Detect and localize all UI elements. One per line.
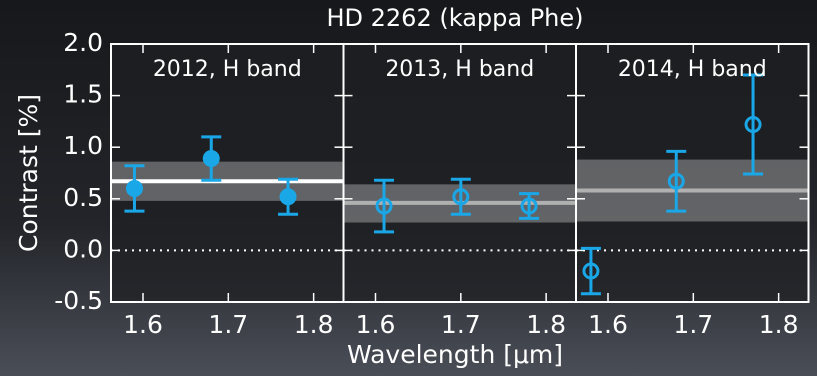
chart-title: HD 2262 (kappa Phe) — [326, 4, 583, 32]
panel-title: 2012, H band — [153, 57, 302, 82]
y-axis-label: Contrast [%] — [14, 94, 43, 252]
x-tick-label: 1.6 — [588, 310, 628, 339]
y-tick-label: 1.0 — [63, 131, 103, 160]
data-point — [204, 152, 218, 166]
x-tick-label: 1.7 — [208, 310, 248, 339]
data-point — [127, 181, 141, 195]
panel-title: 2014, H band — [618, 57, 767, 82]
y-tick-label: 1.5 — [63, 80, 103, 109]
y-tick-label: -0.5 — [54, 286, 103, 315]
chart: HD 2262 (kappa Phe) Wavelength [μm] Cont… — [0, 0, 817, 376]
x-tick-label: 1.8 — [526, 310, 566, 339]
x-tick-label: 1.6 — [356, 310, 396, 339]
x-tick-label: 1.7 — [441, 310, 481, 339]
x-tick-label: 1.8 — [759, 310, 799, 339]
y-tick-label: 2.0 — [63, 28, 103, 57]
panel-background — [344, 44, 577, 302]
data-point — [281, 190, 295, 204]
x-tick-label: 1.7 — [673, 310, 713, 339]
x-axis-label: Wavelength [μm] — [347, 340, 563, 369]
x-tick-label: 1.8 — [294, 310, 334, 339]
y-tick-label: 0.0 — [63, 234, 103, 263]
x-tick-label: 1.6 — [123, 310, 163, 339]
panel-title: 2013, H band — [385, 57, 534, 82]
y-tick-label: 0.5 — [63, 183, 103, 212]
